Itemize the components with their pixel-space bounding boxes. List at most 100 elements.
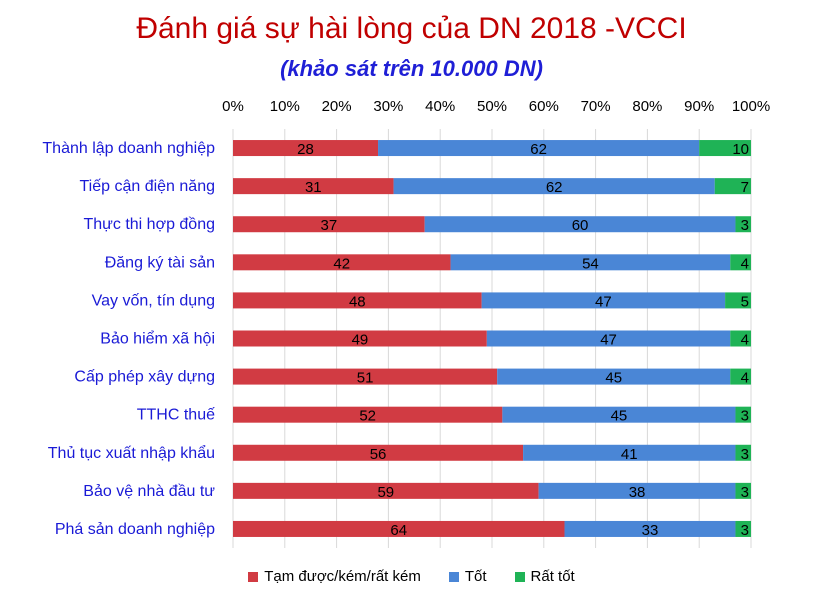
legend-swatch-very-good <box>514 571 525 582</box>
legend-item-poor: Tạm được/kém/rất kém <box>248 568 421 585</box>
data-label: 48 <box>349 293 366 310</box>
data-label: 38 <box>629 484 646 501</box>
bar-segment <box>730 368 751 385</box>
data-label: 3 <box>741 522 749 539</box>
data-label: 28 <box>297 141 314 158</box>
data-label: 4 <box>741 370 749 387</box>
data-label: 3 <box>741 408 749 425</box>
data-label: 47 <box>595 293 612 310</box>
bar-segment <box>735 520 751 537</box>
data-label: 7 <box>741 179 749 196</box>
bar-segment <box>233 254 451 271</box>
data-label: 5 <box>741 293 749 310</box>
legend-item-good: Tốt <box>448 568 487 585</box>
x-tick-label: 0% <box>222 98 244 115</box>
category-label: Bảo vệ nhà đầu tư <box>83 483 215 500</box>
legend-item-very-good: Rất tốt <box>514 568 575 585</box>
bar-segment <box>481 292 726 309</box>
bar-segment <box>730 330 751 347</box>
bar-segment <box>735 406 751 423</box>
x-tick-label: 50% <box>477 98 507 115</box>
legend-swatch-poor <box>248 571 259 582</box>
category-label: Thủ tục xuất nhập khẩu <box>48 444 215 462</box>
legend-swatch-good <box>448 571 459 582</box>
x-tick-label: 100% <box>732 98 770 115</box>
bar-segment <box>424 216 736 233</box>
bar-segment <box>233 140 379 157</box>
bar-segment <box>233 216 425 233</box>
x-tick-label: 70% <box>581 98 611 115</box>
bar-segment <box>735 444 751 461</box>
data-label: 45 <box>605 370 622 387</box>
category-label: Tiếp cận điện năng <box>79 178 215 195</box>
category-label: TTHC thuế <box>137 407 215 424</box>
data-label: 4 <box>741 332 749 349</box>
bar-segment <box>725 292 751 309</box>
category-label: Đăng ký tài sản <box>105 254 215 271</box>
category-label: Vay vốn, tín dụng <box>92 292 215 309</box>
legend-label-good: Tốt <box>464 568 487 585</box>
data-label: 31 <box>305 179 322 196</box>
x-tick-label: 80% <box>632 98 662 115</box>
bar-segment <box>730 254 751 271</box>
data-label: 41 <box>621 446 638 463</box>
bar-segment <box>699 140 751 157</box>
bar-segment <box>486 330 731 347</box>
bar-segment <box>564 520 736 537</box>
data-label: 33 <box>642 522 659 539</box>
bar-segment <box>735 482 751 499</box>
bar-segment <box>233 520 565 537</box>
bar-segment <box>523 444 736 461</box>
data-label: 52 <box>359 408 376 425</box>
x-tick-label: 40% <box>425 98 455 115</box>
chart-legend: Tạm được/kém/rất kém Tốt Rất tốt <box>0 568 823 585</box>
category-label: Phá sản doanh nghiệp <box>55 521 215 538</box>
data-label: 37 <box>320 217 337 234</box>
bar-segment <box>233 482 539 499</box>
bar-segment <box>378 140 700 157</box>
bar-segment <box>233 330 487 347</box>
legend-label-poor: Tạm được/kém/rất kém <box>264 568 421 585</box>
data-label: 42 <box>333 255 350 272</box>
bar-segment <box>502 406 736 423</box>
data-label: 47 <box>600 332 617 349</box>
bar-segment <box>735 216 751 233</box>
bar-segment <box>233 368 498 385</box>
bar-segment <box>714 178 751 195</box>
bar-segment <box>233 406 503 423</box>
data-label: 4 <box>741 255 749 272</box>
bar-segment <box>497 368 731 385</box>
x-tick-label: 90% <box>684 98 714 115</box>
data-label: 10 <box>732 141 749 158</box>
data-label: 45 <box>611 408 628 425</box>
x-tick-label: 60% <box>529 98 559 115</box>
bar-segment <box>450 254 731 271</box>
data-label: 3 <box>741 484 749 501</box>
x-tick-label: 30% <box>373 98 403 115</box>
bar-segment <box>233 292 482 309</box>
bar-segment <box>538 482 736 499</box>
category-label: Cấp phép xây dựng <box>74 369 215 386</box>
bar-segment <box>393 178 715 195</box>
data-label: 62 <box>546 179 563 196</box>
data-label: 49 <box>352 332 369 349</box>
data-label: 3 <box>741 217 749 234</box>
data-label: 62 <box>530 141 547 158</box>
data-label: 51 <box>357 370 374 387</box>
x-tick-label: 10% <box>270 98 300 115</box>
data-label: 3 <box>741 446 749 463</box>
data-label: 60 <box>572 217 589 234</box>
category-label: Thành lập doanh nghiệp <box>42 140 215 157</box>
data-label: 64 <box>390 522 407 539</box>
category-label: Thực thi hợp đồng <box>84 216 216 233</box>
data-label: 59 <box>377 484 394 501</box>
x-tick-label: 20% <box>322 98 352 115</box>
bar-segment <box>233 178 394 195</box>
data-label: 56 <box>370 446 387 463</box>
chart-title: Đánh giá sự hài lòng của DN 2018 -VCCI <box>136 12 687 45</box>
legend-label-very-good: Rất tốt <box>530 568 575 585</box>
category-label: Bảo hiểm xã hội <box>100 330 215 348</box>
chart-subtitle: (khảo sát trên 10.000 DN) <box>280 56 543 81</box>
bar-segment <box>233 444 524 461</box>
